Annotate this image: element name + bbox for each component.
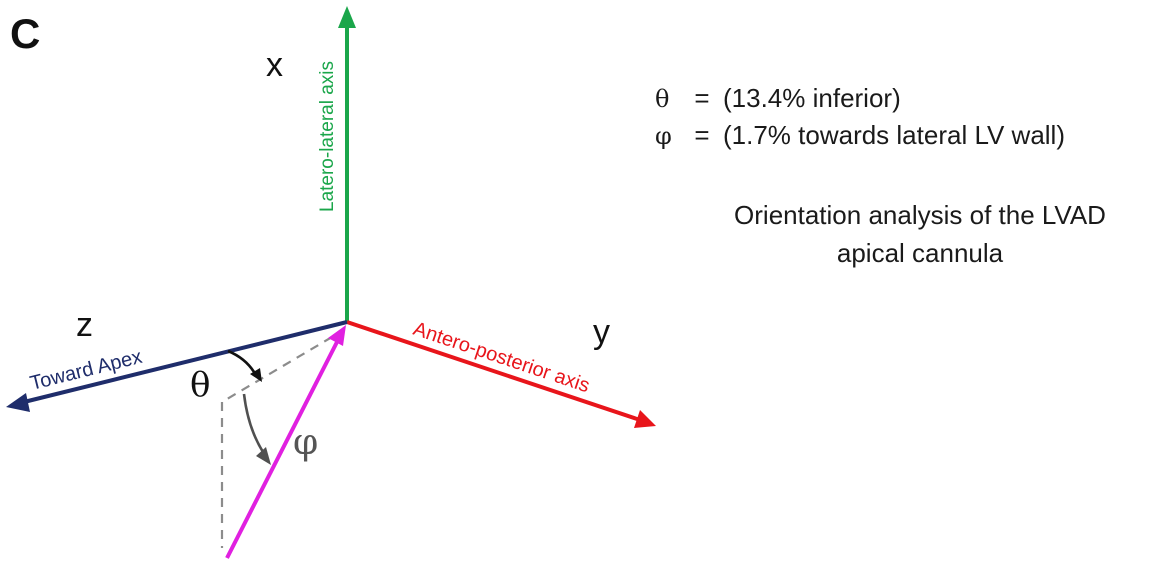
legend-phi-equals: = (694, 120, 710, 150)
cannula-vector (225, 325, 346, 559)
y-axis (346, 320, 656, 428)
legend-row-theta: θ = (13.4% inferior) (655, 80, 1171, 117)
legend-row-phi: φ = (1.7% towards lateral LV wall) (655, 117, 1171, 154)
y-axis-line (346, 320, 641, 422)
theta-arc (227, 349, 262, 382)
phi-arc (242, 393, 271, 465)
x-axis-name: Latero-lateral axis (317, 61, 338, 212)
y-axis-letter: y (593, 313, 610, 351)
legend-theta-value: (13.4% inferior) (723, 83, 901, 113)
cannula-arrowhead (328, 325, 346, 346)
z-axis-letter: z (76, 306, 93, 344)
caption-line-1: Orientation analysis of the LVAD (734, 200, 1106, 230)
legend-phi-value: (1.7% towards lateral LV wall) (723, 120, 1065, 150)
legend-phi-symbol: φ (655, 122, 672, 150)
panel-label: C (10, 10, 40, 57)
theta-arc-arrowhead (250, 368, 262, 382)
theta-arc-path (227, 349, 256, 373)
projection-lines (220, 336, 333, 548)
x-axis-arrowhead (338, 6, 356, 28)
legend-theta-equals: = (694, 83, 710, 113)
phi-arc-arrowhead (256, 447, 271, 465)
x-axis (338, 6, 356, 322)
phi-symbol: φ (293, 422, 318, 463)
x-axis-letter: x (266, 46, 283, 84)
caption-line-2: apical cannula (836, 238, 1004, 268)
angle-legend: θ = (13.4% inferior) φ = (1.7% towards l… (655, 80, 1171, 154)
projection-line-top (221, 336, 333, 403)
z-axis (6, 320, 348, 412)
phi-arc-path (242, 393, 265, 453)
legend-theta-symbol: θ (655, 85, 670, 113)
z-axis-line (23, 320, 348, 404)
cannula-line (225, 341, 339, 559)
theta-symbol: θ (190, 365, 210, 405)
y-axis-name: Antero-posterior axis (410, 318, 592, 397)
figure-caption: Orientation analysis of the LVAD apical … (660, 196, 1171, 272)
z-axis-arrowhead (6, 393, 30, 412)
y-axis-arrowhead (634, 410, 656, 428)
